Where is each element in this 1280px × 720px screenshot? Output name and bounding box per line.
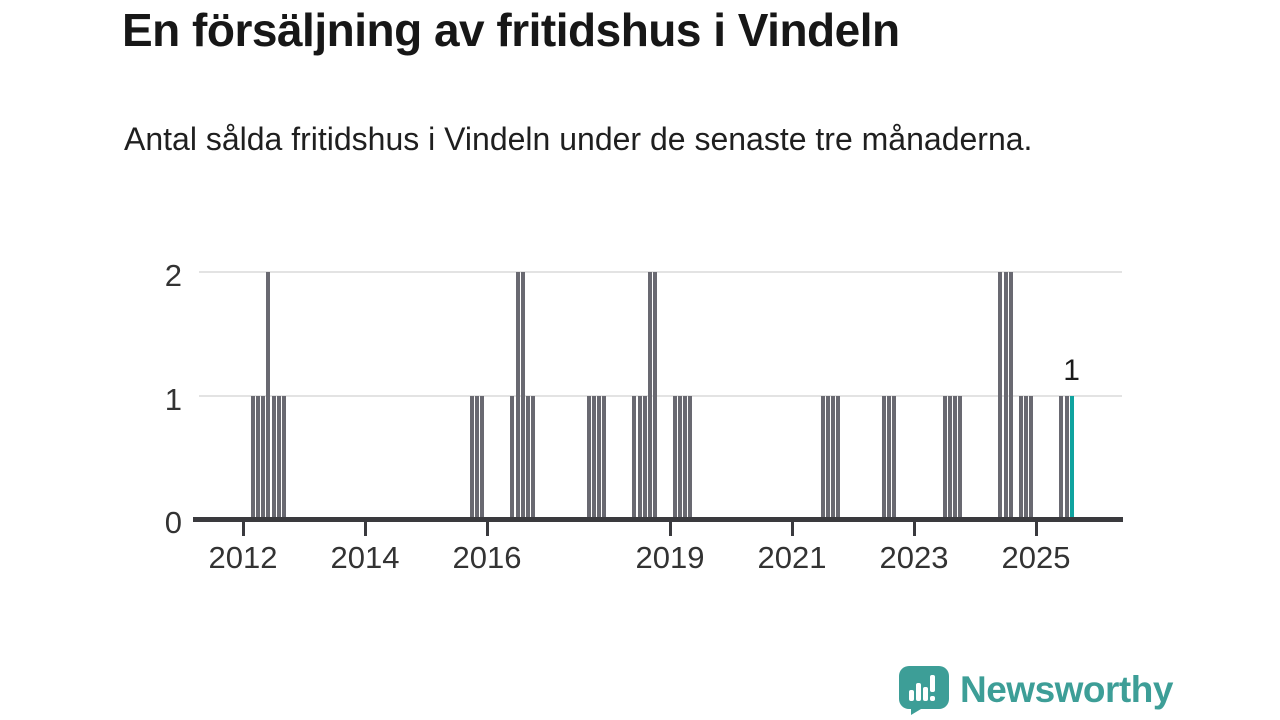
bar (825, 395, 830, 519)
newsworthy-wordmark: Newsworthy (960, 669, 1173, 710)
bar (266, 272, 271, 519)
x-axis-tick-label: 2023 (879, 540, 949, 575)
x-axis-tick (1034, 522, 1038, 536)
bar (642, 395, 647, 519)
bar (469, 395, 474, 519)
bar (601, 395, 606, 519)
x-axis-tick-label: 2016 (452, 540, 522, 575)
page-title: En försäljning av fritidshus i Vindeln (122, 4, 900, 56)
bar (251, 395, 256, 519)
bar (998, 272, 1003, 519)
bar (820, 395, 825, 519)
x-axis-tick (912, 522, 916, 536)
bar (952, 395, 957, 519)
x-axis-tick (241, 522, 245, 536)
bar (474, 395, 479, 519)
page-subtitle: Antal sålda fritidshus i Vindeln under d… (124, 121, 1033, 157)
bar (652, 272, 657, 519)
bar (515, 272, 520, 519)
newsworthy-logo: Newsworthy (898, 665, 1173, 715)
x-axis-tick-label: 2012 (208, 540, 278, 575)
gridline (199, 271, 1122, 273)
x-axis-tick (363, 522, 367, 536)
bar (947, 395, 952, 519)
x-axis-tick-label: 2025 (1001, 540, 1071, 575)
x-axis-tick-label: 2019 (635, 540, 705, 575)
bar (1028, 395, 1033, 519)
bar (647, 272, 652, 519)
bar (586, 395, 591, 519)
bar (1018, 395, 1023, 519)
x-axis-tick-label: 2021 (757, 540, 827, 575)
bar (957, 395, 962, 519)
newsworthy-speech-bubble-chart-icon (899, 666, 949, 715)
highlighted-bar (1069, 395, 1074, 519)
y-axis-tick-label: 0 (164, 505, 182, 540)
x-axis-tick (790, 522, 794, 536)
bar (525, 395, 530, 519)
bar (688, 395, 693, 519)
bar (281, 395, 286, 519)
bar (591, 395, 596, 519)
bar (261, 395, 266, 519)
bar (1023, 395, 1028, 519)
bar (673, 395, 678, 519)
bar (1003, 272, 1008, 519)
bar (678, 395, 683, 519)
bar (1059, 395, 1064, 519)
x-axis-tick (485, 522, 489, 536)
bar-value-label: 1 (1063, 353, 1080, 387)
x-axis-tick (668, 522, 672, 536)
bar (596, 395, 601, 519)
bar (683, 395, 688, 519)
bar-chart: 0 1 2 2012 2014 2016 2019 2021 2023 2025 1 (164, 258, 1123, 575)
bar (881, 395, 886, 519)
bar (271, 395, 276, 519)
bar (1064, 395, 1069, 519)
bar (632, 395, 637, 519)
bar (276, 395, 281, 519)
bar (510, 395, 515, 519)
bar (256, 395, 261, 519)
bar (520, 272, 525, 519)
bar (830, 395, 835, 519)
bar (637, 395, 642, 519)
y-axis-tick-label: 2 (164, 258, 182, 293)
bar (1008, 272, 1013, 519)
bar (942, 395, 947, 519)
bar (886, 395, 891, 519)
bar (891, 395, 896, 519)
x-axis-tick-label: 2014 (330, 540, 400, 575)
y-axis-tick-label: 1 (164, 381, 182, 417)
bar (530, 395, 535, 519)
gridline (199, 394, 1122, 397)
bar (835, 395, 840, 519)
x-axis-line (193, 517, 1123, 522)
bar (479, 395, 484, 519)
